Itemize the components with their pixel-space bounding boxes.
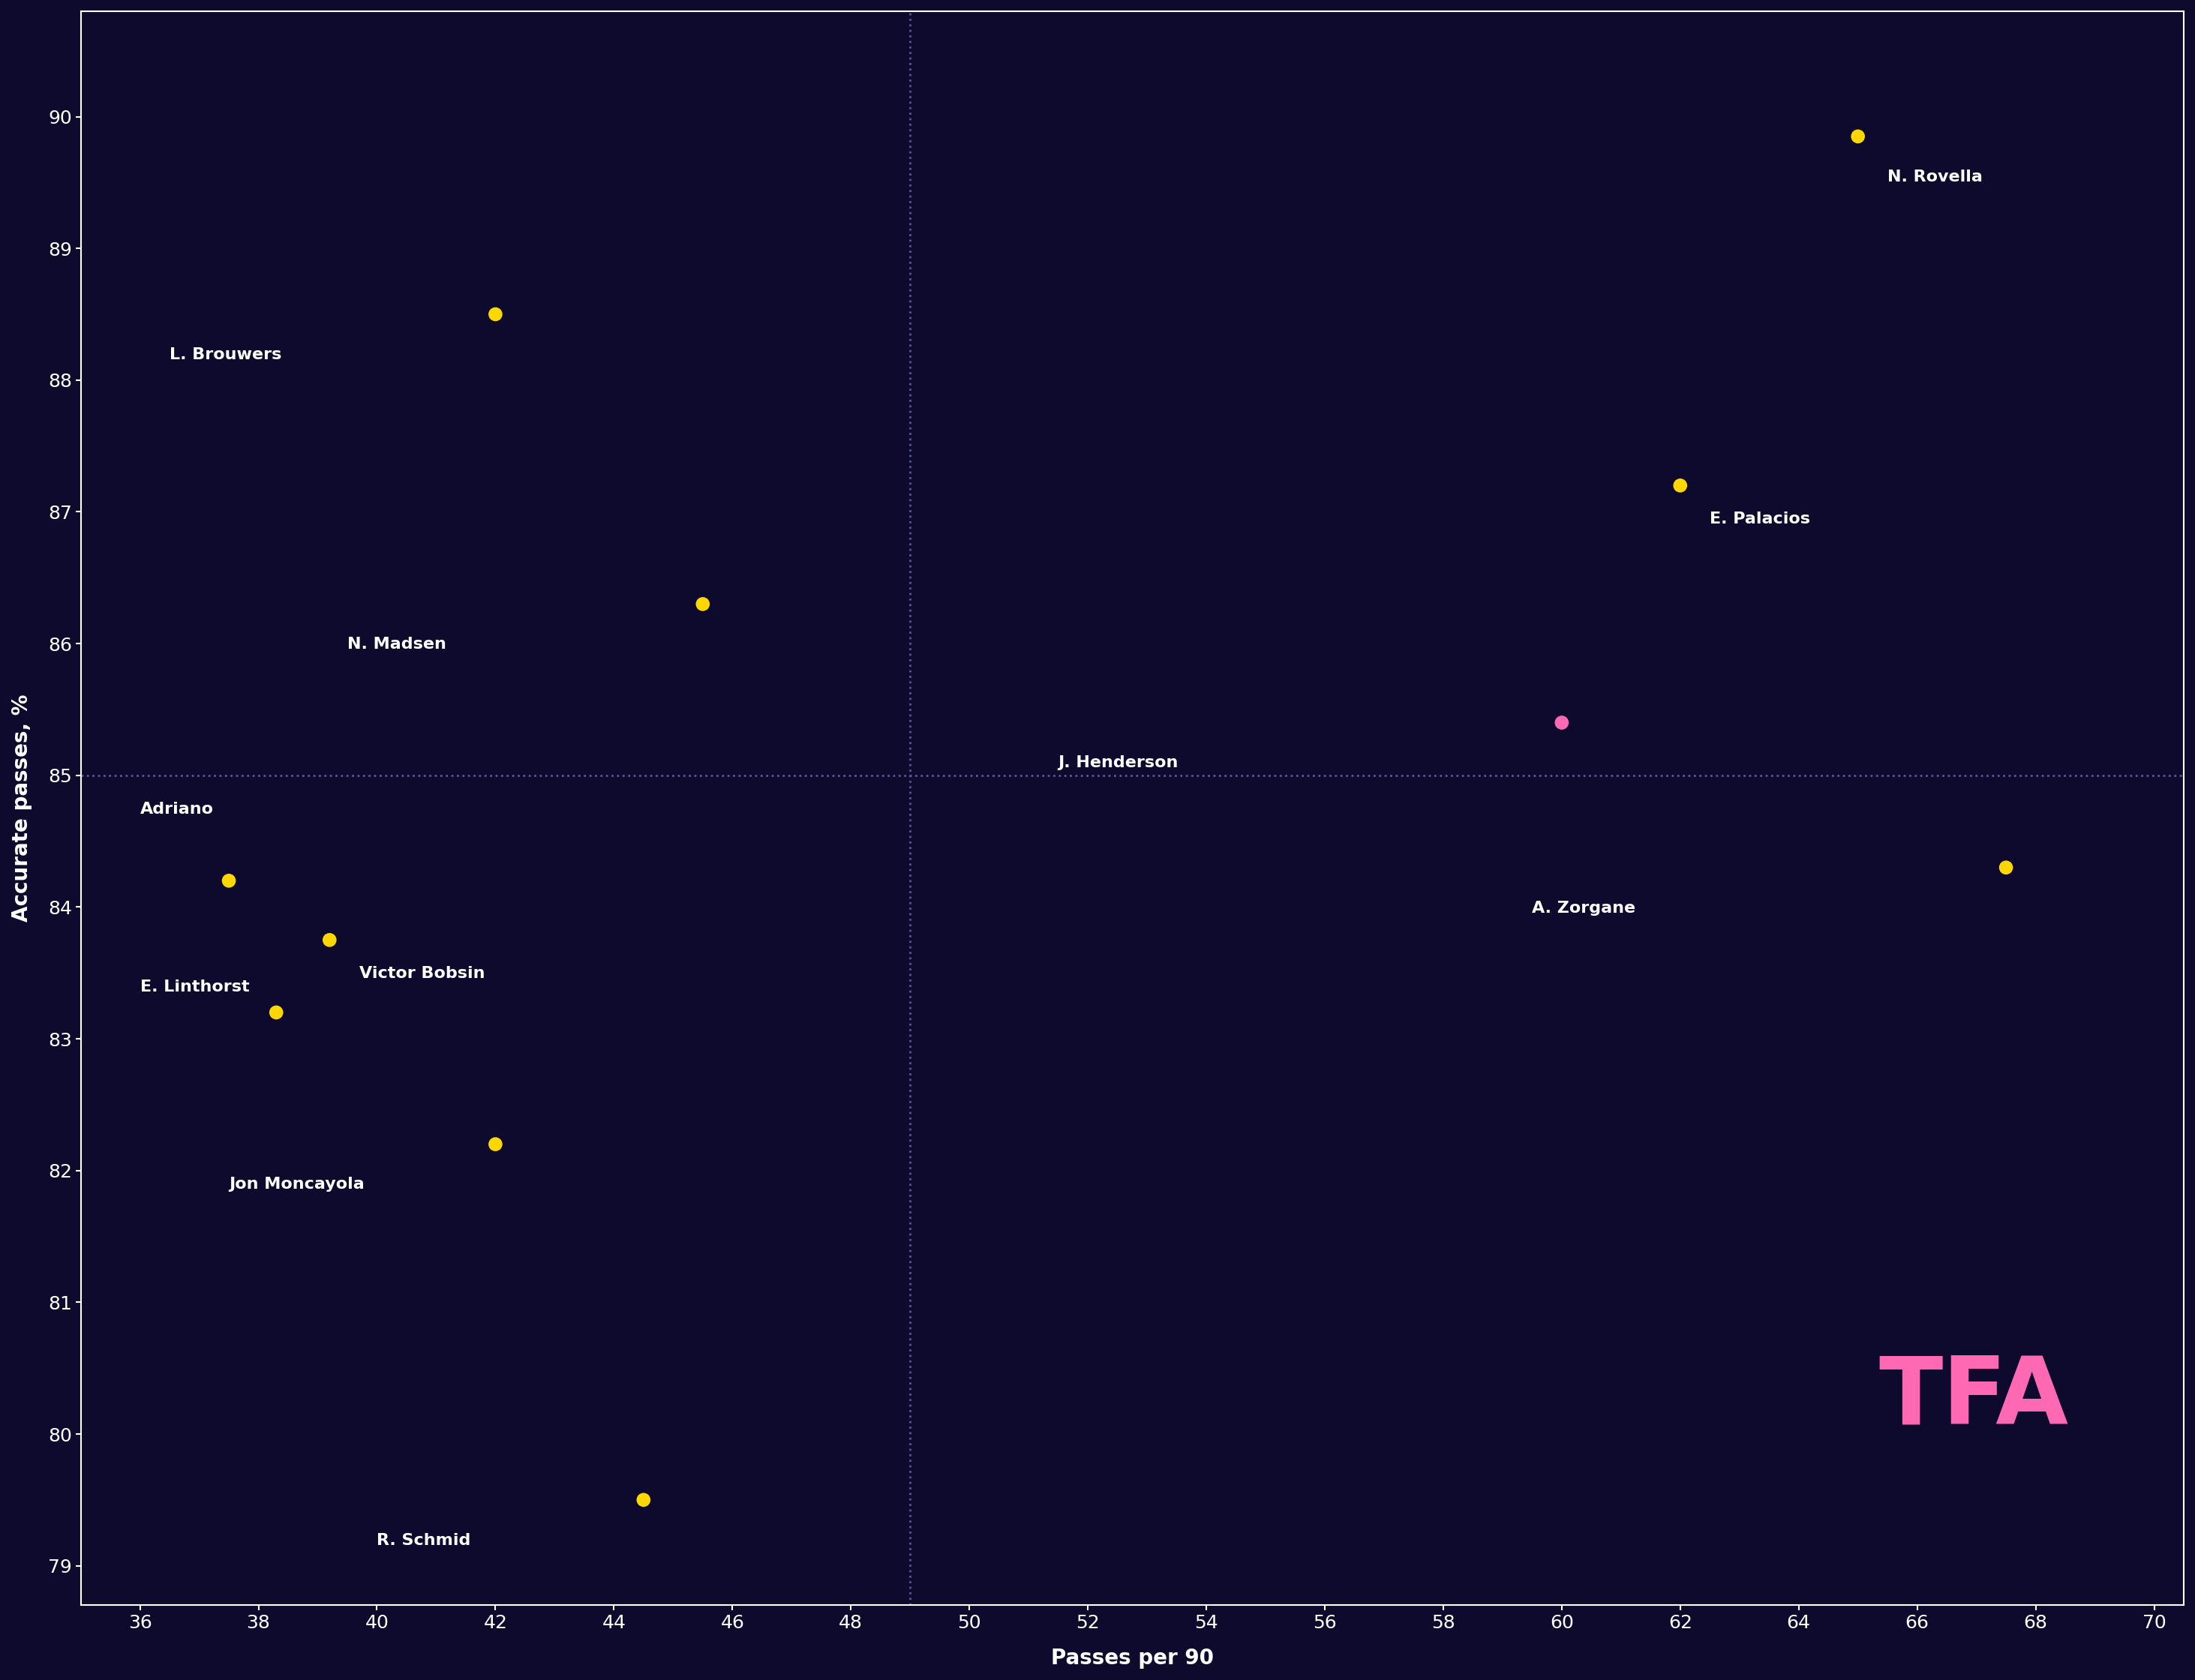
Text: E. Linthorst: E. Linthorst <box>140 979 250 995</box>
Text: E. Palacios: E. Palacios <box>1710 512 1811 528</box>
Text: N. Madsen: N. Madsen <box>347 637 446 652</box>
Point <box>479 301 514 328</box>
Text: R. Schmid: R. Schmid <box>378 1532 472 1547</box>
Text: Victor Bobsin: Victor Bobsin <box>360 966 485 981</box>
Text: J. Henderson: J. Henderson <box>1058 756 1179 771</box>
Text: TFA: TFA <box>1879 1352 2068 1443</box>
Point <box>1543 709 1578 736</box>
Text: Jon Moncayola: Jon Moncayola <box>228 1178 364 1193</box>
Text: L. Brouwers: L. Brouwers <box>169 348 281 363</box>
Point <box>1662 472 1697 499</box>
Y-axis label: Accurate passes, %: Accurate passes, % <box>11 694 33 922</box>
Point <box>1989 853 2024 880</box>
Text: A. Zorgane: A. Zorgane <box>1532 900 1635 916</box>
Point <box>312 927 347 954</box>
Point <box>211 867 246 894</box>
Point <box>259 1000 294 1026</box>
Point <box>1839 123 1875 150</box>
Text: Adriano: Adriano <box>140 801 213 816</box>
X-axis label: Passes per 90: Passes per 90 <box>1051 1648 1214 1668</box>
Point <box>685 591 720 618</box>
Text: N. Rovella: N. Rovella <box>1888 170 1982 185</box>
Point <box>479 1131 514 1158</box>
Point <box>626 1487 661 1514</box>
